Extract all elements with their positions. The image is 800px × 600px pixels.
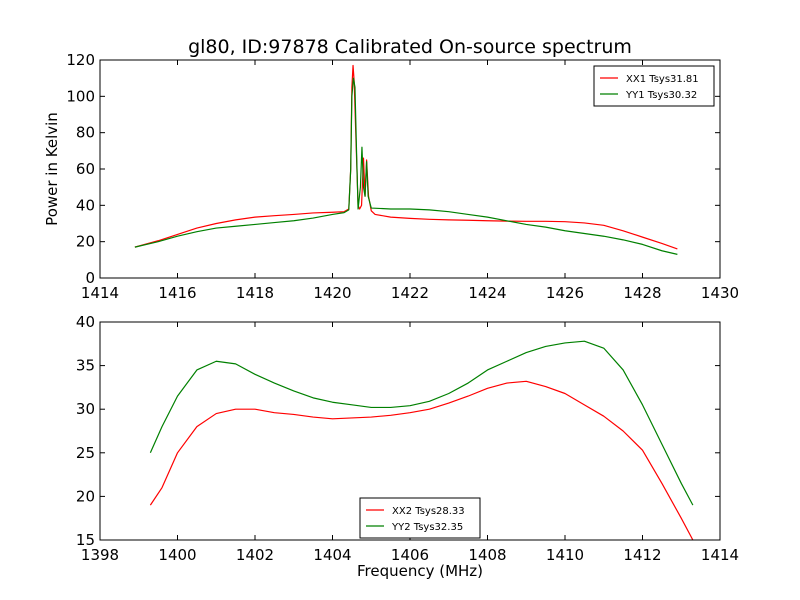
top-series-line-1 [134, 64, 678, 250]
top-x-tick-label: 1422 [391, 284, 429, 302]
top-y-tick-label: 120 [66, 51, 95, 69]
top-y-tick-label: 20 [76, 233, 95, 251]
top-x-tick-label: 1430 [701, 284, 739, 302]
top-panel-lines [134, 64, 678, 255]
bottom-legend-box [359, 497, 481, 539]
top-legend-label-2: YY1 Tsys30.32 [625, 90, 697, 101]
bottom-x-tick-label: 1402 [236, 546, 274, 564]
top-x-tick-label: 1414 [81, 284, 119, 302]
bottom-series-line-2 [149, 340, 694, 506]
top-panel-y-ticks: 0 20 40 60 80 100 120 [66, 51, 720, 287]
top-series-line-2 [134, 77, 678, 255]
bottom-legend-label-1: XX2 Tsys28.33 [392, 506, 465, 517]
bottom-panel-x-ticks: 1398 1400 1402 1404 1406 1408 1410 1412 1414 [81, 322, 739, 564]
bottom-y-tick-label: 35 [76, 357, 95, 375]
bottom-x-tick-label: 1412 [623, 546, 661, 564]
bottom-x-tick-label: 1406 [391, 546, 429, 564]
top-x-tick-label: 1418 [236, 284, 274, 302]
bottom-y-tick-label: 15 [76, 531, 95, 549]
bottom-panel: 1398 1400 1402 1404 1406 1408 1410 1412 1414 15 2… [76, 313, 739, 580]
figure-title: gl80, ID:97878 Calibrated On-source spec… [188, 36, 632, 58]
top-x-tick-label: 1420 [313, 284, 351, 302]
bottom-x-tick-label: 1398 [81, 546, 119, 564]
top-panel-x-ticks: 1414 1416 1418 1420 1422 1424 1426 1428 1430 [81, 60, 739, 302]
bottom-panel-y-ticks: 15 20 25 30 35 40 [76, 313, 720, 549]
bottom-x-tick-label: 1410 [546, 546, 584, 564]
bottom-y-tick-label: 40 [76, 313, 95, 331]
top-legend-label-1: XX1 Tsys31.81 [626, 74, 699, 85]
bottom-x-tick-label: 1414 [701, 546, 739, 564]
top-panel: 1414 1416 1418 1420 1422 1424 1426 1428 1430 0 20… [43, 51, 739, 302]
top-x-tick-label: 1428 [623, 284, 661, 302]
bottom-x-tick-label: 1408 [468, 546, 506, 564]
top-y-tick-label: 100 [66, 87, 95, 105]
bottom-panel-x-axis-label: Frequency (MHz) [357, 562, 483, 580]
top-x-tick-label: 1424 [468, 284, 506, 302]
bottom-panel-lines [149, 340, 694, 540]
bottom-y-tick-label: 25 [76, 444, 95, 462]
bottom-y-tick-label: 20 [76, 487, 95, 505]
top-panel-legend: XX1 Tsys31.81 YY1 Tsys30.32 [593, 65, 715, 107]
top-legend-box [593, 65, 715, 107]
top-y-tick-label: 40 [76, 196, 95, 214]
top-y-tick-label: 0 [85, 269, 95, 287]
bottom-series-line-1 [149, 380, 694, 540]
bottom-x-tick-label: 1400 [158, 546, 196, 564]
top-panel-y-axis-label: Power in Kelvin [43, 112, 61, 226]
bottom-y-tick-label: 30 [76, 400, 95, 418]
bottom-panel-legend: XX2 Tsys28.33 YY2 Tsys32.35 [359, 497, 481, 539]
top-y-tick-label: 80 [76, 124, 95, 142]
bottom-legend-label-2: YY2 Tsys32.35 [391, 522, 463, 533]
top-x-tick-label: 1416 [158, 284, 196, 302]
bottom-x-tick-label: 1404 [313, 546, 351, 564]
top-y-tick-label: 60 [76, 160, 95, 178]
top-x-tick-label: 1426 [546, 284, 584, 302]
